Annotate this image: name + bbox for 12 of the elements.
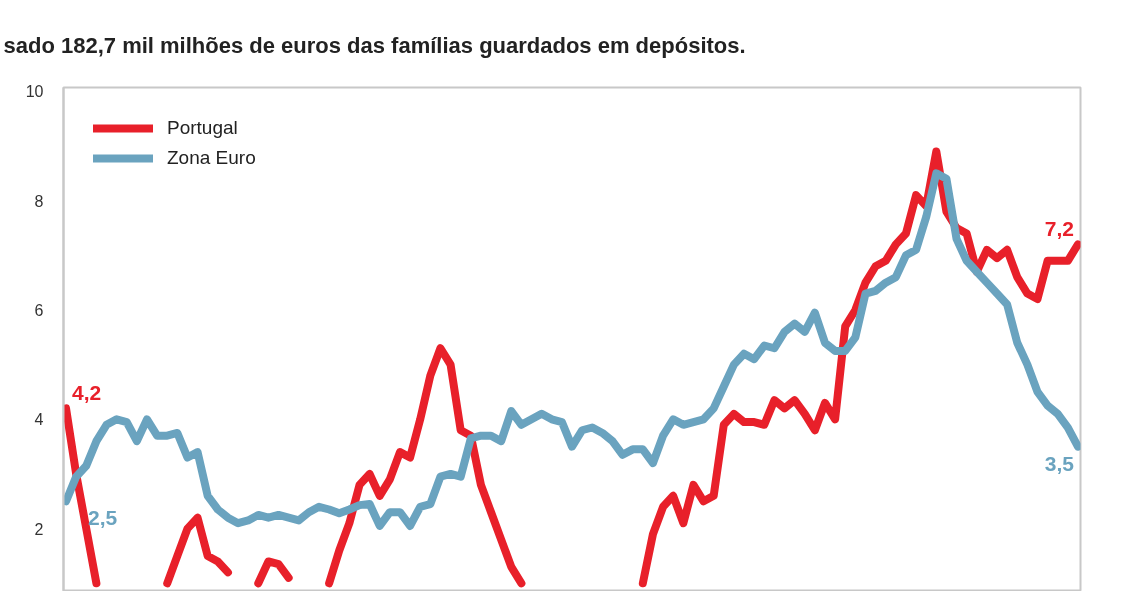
y-tick-label: 2 bbox=[34, 520, 44, 538]
data-label: 2,5 bbox=[88, 506, 118, 530]
y-tick-label: 8 bbox=[34, 192, 44, 210]
data-label: 7,2 bbox=[1044, 217, 1074, 241]
y-tick-label: 10 bbox=[25, 83, 44, 101]
y-tick-label: 4 bbox=[34, 411, 44, 429]
chart-subtitle: sado 182,7 mil milhões de euros das famílias guardados em depósitos. bbox=[3, 32, 746, 58]
y-tick-label: 6 bbox=[34, 301, 44, 319]
data-label: 4,2 bbox=[72, 381, 102, 405]
legend-label: Portugal bbox=[167, 117, 238, 139]
data-label: 3,5 bbox=[1044, 451, 1075, 475]
legend-label: Zona Euro bbox=[167, 147, 256, 169]
